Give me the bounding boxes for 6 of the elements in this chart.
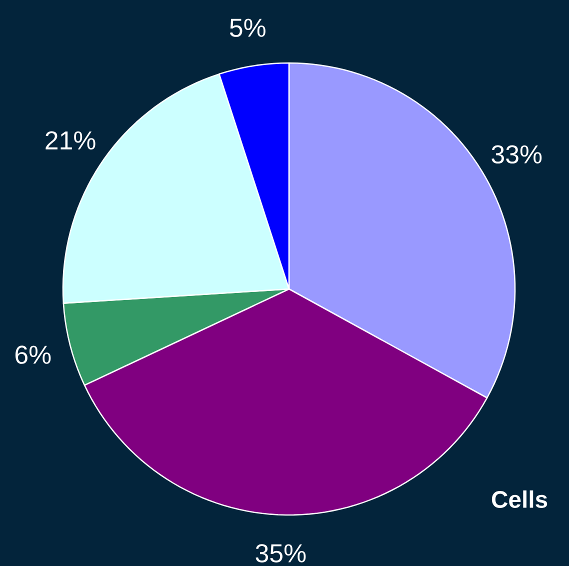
data-label: 21% <box>46 131 96 150</box>
text: Cells <box>492 490 548 508</box>
data-label: 5% <box>230 18 266 37</box>
data-label: 35% <box>256 544 306 562</box>
data-label: 6% <box>15 346 51 364</box>
data-label: 33% <box>492 145 542 164</box>
